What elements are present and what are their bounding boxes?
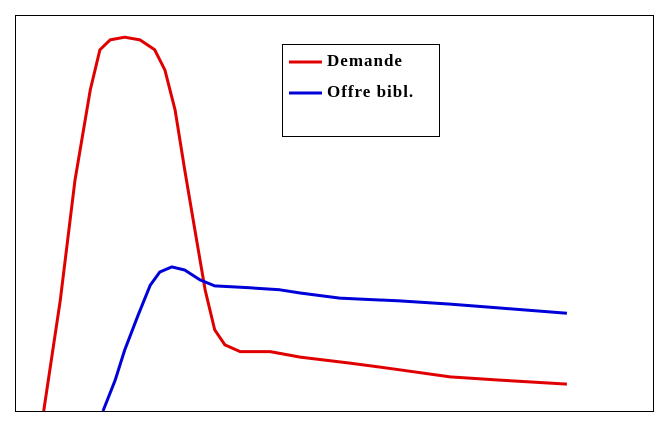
legend-label: Demande xyxy=(327,51,403,70)
data-line xyxy=(42,35,567,412)
data-line xyxy=(101,265,568,412)
legend-label: Offre bibl. xyxy=(327,82,414,101)
legend-box xyxy=(282,44,440,137)
